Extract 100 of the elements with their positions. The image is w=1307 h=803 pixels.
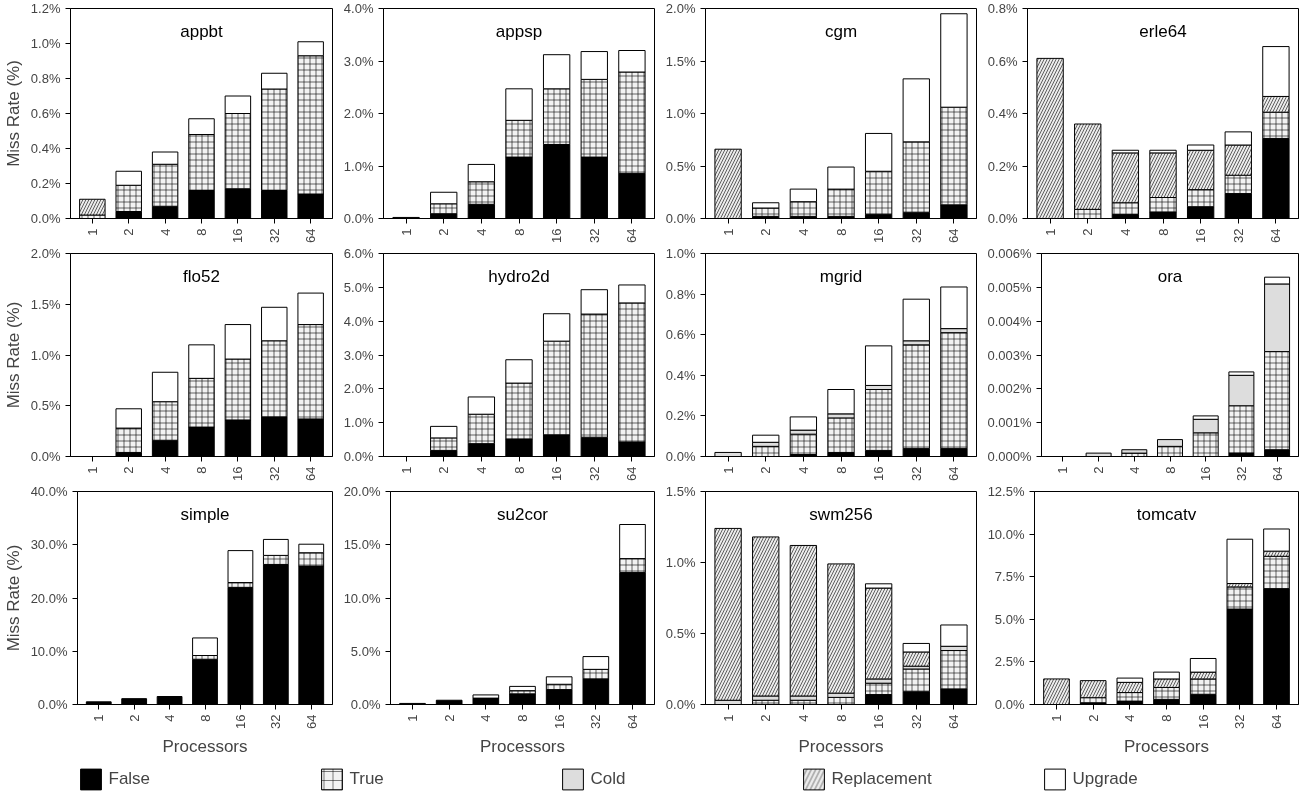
x-tick-label: 2 — [121, 466, 137, 474]
x-axis-title: Processors — [162, 736, 248, 756]
legend-label: Replacement — [831, 769, 933, 789]
x-tick-label: 8 — [1159, 714, 1174, 722]
x-tick-label: 1 — [1055, 466, 1071, 474]
x-tick-label: 16 — [549, 228, 565, 243]
y-axis-title: Miss Rate (%) — [3, 544, 23, 652]
y-tick-label: 0.6% — [665, 327, 696, 343]
y-tick-label: 2.5% — [994, 654, 1025, 670]
x-tick-label: 4 — [473, 466, 489, 474]
y-tick-label: 0.6% — [30, 106, 61, 121]
x-tick-label: 64 — [946, 714, 962, 729]
y-tick-label: 1.0% — [343, 415, 374, 431]
x-tick-label: 16 — [1193, 228, 1209, 243]
y-tick-label: 0.2% — [987, 158, 1018, 174]
text: appsp — [495, 21, 543, 41]
x-axis-title: Processors — [798, 736, 884, 756]
x-tick-label: 64 — [625, 714, 640, 729]
y-tick-label: 5.0% — [343, 279, 374, 295]
x-tick-label: 8 — [1155, 228, 1171, 236]
x-tick-label: 1 — [720, 714, 736, 722]
text: swm256 — [809, 504, 873, 524]
text: appbt — [180, 21, 224, 41]
y-tick-label: 30.0% — [30, 537, 68, 553]
y-tick-label: 2.0% — [343, 106, 374, 121]
y-tick-label: 1.5% — [665, 484, 696, 499]
bar — [789, 416, 818, 431]
x-tick-label: 4 — [795, 466, 811, 474]
y-tick-label: 0.5% — [30, 398, 61, 414]
y-tick-label: 0.8% — [665, 286, 696, 302]
x-tick-label: 8 — [194, 466, 209, 474]
x-tick-label: 1 — [405, 714, 420, 722]
y-tick-label: 2.0% — [30, 246, 61, 261]
x-tick-label: 64 — [946, 228, 962, 243]
y-tick-label: 0.4% — [30, 141, 61, 156]
y-tick-label: 4.0% — [343, 1, 374, 16]
x-tick-label: 1 — [720, 466, 736, 474]
y-tick-label: 2.0% — [665, 1, 696, 16]
y-tick-label: 0.5% — [665, 158, 696, 174]
y-tick-label: 0.0% — [987, 211, 1018, 226]
x-tick-label: 16 — [1198, 466, 1214, 481]
y-tick-label: 0.0% — [665, 697, 696, 712]
y-tick-label: 1.5% — [665, 53, 696, 69]
y-tick-label: 1.0% — [665, 246, 696, 261]
y-tick-label: 0.002% — [987, 381, 1032, 397]
x-tick-label: 1 — [1049, 714, 1064, 722]
x-tick-label: 32 — [1232, 714, 1248, 729]
y-tick-label: 1.0% — [30, 36, 61, 51]
x-tick-label: 8 — [1162, 466, 1178, 474]
text: erle64 — [1139, 21, 1187, 41]
x-tick-label: 2 — [758, 714, 774, 722]
y-tick-label: 0.2% — [665, 408, 696, 424]
x-tick-label: 32 — [908, 466, 924, 481]
y-tick-label: 1.5% — [30, 296, 61, 312]
bar — [864, 345, 893, 386]
y-tick-label: 0.2% — [30, 176, 61, 191]
y-tick-label: 7.5% — [994, 569, 1025, 585]
y-tick-label: 0.0% — [665, 211, 696, 226]
y-tick-label: 0.0% — [37, 697, 68, 712]
legend-label: Cold — [590, 769, 627, 789]
x-tick-label: 32 — [268, 714, 284, 729]
x-tick-label: 8 — [515, 714, 530, 722]
x-tick-label: 32 — [1233, 466, 1249, 481]
x-tick-label: 4 — [1117, 228, 1133, 236]
x-tick-label: 4 — [795, 228, 811, 236]
x-tick-label: 4 — [1122, 714, 1138, 722]
x-tick-label: 2 — [1091, 466, 1107, 474]
y-tick-label: 0.4% — [987, 106, 1018, 121]
bar — [752, 434, 780, 443]
bar — [192, 637, 218, 657]
x-tick-label: 64 — [624, 228, 640, 243]
y-tick-label: 5.0% — [350, 643, 381, 659]
y-tick-label: 0.0% — [343, 449, 374, 464]
x-tick-label: 32 — [908, 228, 924, 243]
y-tick-label: 5.0% — [994, 611, 1025, 627]
y-tick-label: 0.003% — [987, 347, 1032, 363]
bar — [902, 298, 930, 342]
x-tick-label: 32 — [586, 228, 602, 243]
y-tick-label: 0.006% — [987, 246, 1032, 261]
text: tomcatv — [1136, 504, 1197, 524]
x-tick-label: 64 — [624, 466, 640, 481]
x-tick-label: 32 — [266, 228, 282, 243]
y-tick-label: 10.0% — [343, 590, 381, 606]
x-tick-label: 8 — [511, 228, 527, 236]
x-axis-title: Processors — [479, 736, 566, 756]
x-tick-label: 1 — [84, 228, 100, 236]
x-tick-label: 32 — [908, 714, 924, 729]
y-tick-label: 12.5% — [987, 484, 1025, 499]
y-tick-label: 0.5% — [665, 626, 696, 641]
y-tick-label: 1.2% — [30, 1, 61, 16]
x-axis-title: Processors — [1123, 736, 1210, 756]
x-tick-label: 16 — [1195, 714, 1211, 729]
y-tick-label: 0.6% — [987, 53, 1018, 69]
bar — [827, 389, 855, 415]
y-tick-label: 0.005% — [987, 279, 1032, 295]
x-tick-label: 2 — [758, 466, 774, 474]
y-tick-label: 0.000% — [987, 449, 1032, 464]
x-tick-label: 64 — [1269, 466, 1285, 481]
x-tick-label: 8 — [511, 466, 527, 474]
x-tick-label: 2 — [758, 228, 774, 236]
